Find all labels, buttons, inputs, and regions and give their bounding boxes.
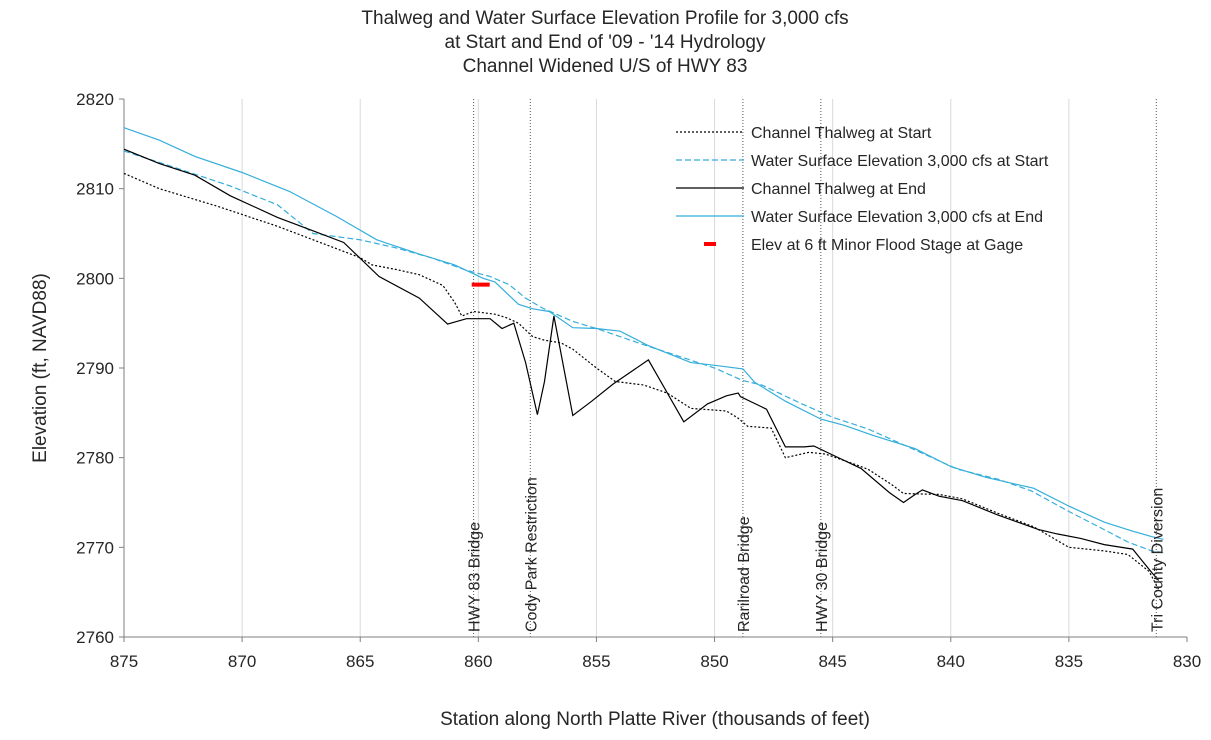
annotation-label-cody-park-restriction: Cody Park Restriction bbox=[523, 477, 540, 632]
x-tick-label-840: 840 bbox=[937, 652, 965, 671]
legend-entry-channel-thalweg-at-end: Channel Thalweg at End bbox=[751, 181, 926, 198]
x-tick-label-875: 875 bbox=[110, 652, 138, 671]
title-line-2: at Start and End of '09 - '14 Hydrology bbox=[445, 32, 766, 53]
title-line-1: Thalweg and Water Surface Elevation Prof… bbox=[361, 8, 848, 29]
x-tick-label-860: 860 bbox=[464, 652, 492, 671]
series-line-water-surface-elevation-3-000-cfs-at-start bbox=[123, 150, 1164, 554]
annotation-label-hwy-83-bridge: HWY 83 Bridge bbox=[467, 522, 484, 632]
y-tick-label-2760: 2760 bbox=[76, 628, 114, 647]
y-tick-label-2790: 2790 bbox=[76, 359, 114, 378]
x-tick-label-850: 850 bbox=[700, 652, 728, 671]
x-axis-title: Station along North Platte River (thousa… bbox=[440, 709, 870, 730]
y-tick-label-2800: 2800 bbox=[76, 269, 114, 288]
legend-entry-water-surface-elevation-3-000-cfs-at-start: Water Surface Elevation 3,000 cfs at Sta… bbox=[751, 153, 1049, 170]
x-tick-label-830: 830 bbox=[1173, 652, 1201, 671]
annotation-labels: HWY 83 Bridge Cody Park Restriction Rarilr… bbox=[467, 477, 1167, 632]
x-tick-label-870: 870 bbox=[228, 652, 256, 671]
x-tick-label-835: 835 bbox=[1055, 652, 1083, 671]
series-lines bbox=[123, 127, 1164, 590]
y-axis-title: Elevation (ft, NAVD88) bbox=[30, 273, 51, 463]
series-line-water-surface-elevation-3-000-cfs-at-end bbox=[123, 127, 1164, 540]
y-tick-label-2770: 2770 bbox=[76, 538, 114, 557]
annotation-label-rarilroad-bridge: Rarilroad Bridge bbox=[736, 516, 753, 632]
y-tick-label-2780: 2780 bbox=[76, 449, 114, 468]
annotation-label-tri-county-diversion: Tri County Diversion bbox=[1149, 488, 1166, 632]
legend: Channel Thalweg at Start Water Surface El… bbox=[676, 125, 1049, 254]
series-line-channel-thalweg-at-end bbox=[123, 148, 1160, 581]
x-tick-label-855: 855 bbox=[582, 652, 610, 671]
x-tick-label-845: 845 bbox=[818, 652, 846, 671]
tick-labels: 2760 2770 2780 2790 2800 2810 2820 875 870 865 860… bbox=[76, 90, 1201, 671]
series-line-channel-thalweg-at-start bbox=[123, 172, 1160, 590]
axes bbox=[119, 98, 1188, 642]
legend-entry-elev-at-6-ft-minor-flood-stage-at-gage: Elev at 6 ft Minor Flood Stage at Gage bbox=[751, 237, 1023, 254]
grid-lines bbox=[241, 99, 1070, 637]
legend-entry-water-surface-elevation-3-000-cfs-at-end: Water Surface Elevation 3,000 cfs at End bbox=[751, 209, 1043, 226]
legend-entry-channel-thalweg-at-start: Channel Thalweg at Start bbox=[751, 125, 932, 142]
x-tick-label-865: 865 bbox=[346, 652, 374, 671]
annotation-label-hwy-30-bridge: HWY 30 Bridge bbox=[814, 522, 831, 632]
y-tick-label-2810: 2810 bbox=[76, 180, 114, 199]
title-line-3: Channel Widened U/S of HWY 83 bbox=[463, 56, 748, 77]
y-tick-label-2820: 2820 bbox=[76, 90, 114, 109]
chart-title: Thalweg and Water Surface Elevation Prof… bbox=[361, 8, 848, 77]
